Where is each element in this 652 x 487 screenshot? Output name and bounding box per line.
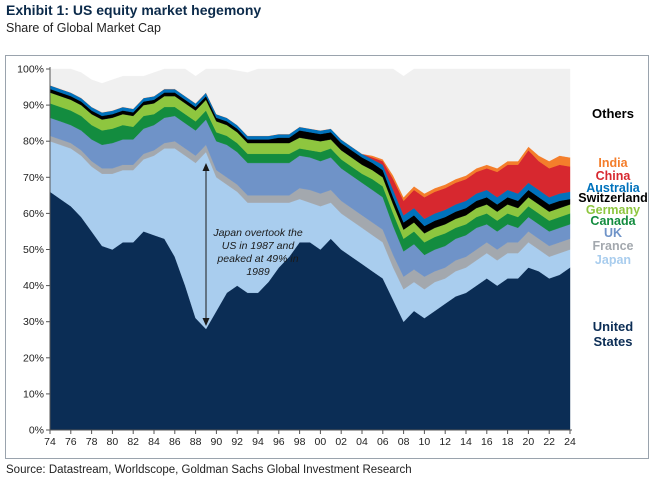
area-others (49, 68, 571, 198)
x-tick-label: 08 (398, 436, 410, 448)
y-tick-label: 20% (23, 352, 44, 364)
y-tick-label: 30% (23, 316, 44, 328)
x-tick-label: 90 (211, 436, 223, 448)
y-tick-label: 100% (17, 64, 44, 76)
x-tick-label: 12 (439, 436, 451, 448)
legend-label-china: China (596, 169, 632, 183)
annotation-text: Japan overtook the (212, 227, 302, 239)
source-note: Source: Datastream, Worldscope, Goldman … (6, 464, 412, 476)
x-tick-label: 86 (169, 436, 181, 448)
x-tick-label: 14 (460, 436, 472, 448)
legend: Others IndiaChinaAustraliaSwitzerlandGerm… (578, 106, 647, 349)
legend-label-united: United (593, 319, 634, 334)
legend-label-canada: Canada (590, 214, 636, 228)
area-layers (49, 68, 571, 431)
y-tick-label: 80% (23, 136, 44, 148)
x-tick-label: 18 (502, 436, 514, 448)
x-tick-label: 84 (148, 436, 160, 448)
legend-label-india: India (598, 156, 628, 170)
x-tick-label: 74 (44, 436, 56, 448)
y-tick-label: 70% (23, 172, 44, 184)
annotation-text: peaked at 49% in (216, 253, 298, 265)
x-tick-label: 76 (65, 436, 77, 448)
x-tick-label: 00 (315, 436, 327, 448)
legend-label-switzerland: Switzerland (578, 191, 647, 205)
y-tick-label: 90% (23, 100, 44, 112)
annotation-arrowhead-up (202, 163, 210, 171)
x-tick-label: 94 (252, 436, 264, 448)
x-tick-label: 20 (523, 436, 535, 448)
x-tick-label: 02 (335, 436, 347, 448)
x-tick-label: 10 (419, 436, 431, 448)
legend-label-japan: Japan (595, 253, 631, 267)
x-tick-label: 16 (481, 436, 493, 448)
annotation-arrowhead-down (202, 318, 210, 326)
y-tick-label: 0% (29, 425, 44, 437)
chart-frame (5, 55, 649, 459)
legend-label-germany: Germany (586, 203, 640, 217)
y-tick-label: 50% (23, 244, 44, 256)
chart-subtitle: Share of Global Market Cap (6, 21, 161, 35)
x-tick-label: 96 (273, 436, 285, 448)
legend-label-australia: Australia (586, 181, 641, 195)
legend-label-others: Others (592, 106, 634, 121)
legend-label-uk: UK (604, 226, 622, 240)
legend-label-states: States (593, 334, 632, 349)
y-tick-label: 10% (23, 388, 44, 400)
annotation-text: US in 1987 and (222, 240, 296, 252)
x-tick-label: 78 (86, 436, 98, 448)
y-tick-label: 40% (23, 280, 44, 292)
chart-title: Exhibit 1: US equity market hegemony (6, 2, 262, 18)
axes: 0% 10% 20% 30% 40% 50% 60% 70% 80% 90% 100% 74 76 78 8… (17, 64, 576, 449)
x-tick-label: 24 (564, 436, 576, 448)
x-tick-label: 06 (377, 436, 389, 448)
annotation-text: 1989 (246, 266, 270, 278)
x-tick-label: 04 (356, 436, 368, 448)
x-tick-label: 82 (127, 436, 139, 448)
x-tick-label: 92 (231, 436, 243, 448)
x-tick-label: 22 (543, 436, 555, 448)
y-tick-label: 60% (23, 208, 44, 220)
x-tick-label: 98 (294, 436, 306, 448)
legend-label-france: France (593, 239, 634, 253)
x-tick-label: 88 (190, 436, 202, 448)
x-tick-label: 80 (107, 436, 119, 448)
